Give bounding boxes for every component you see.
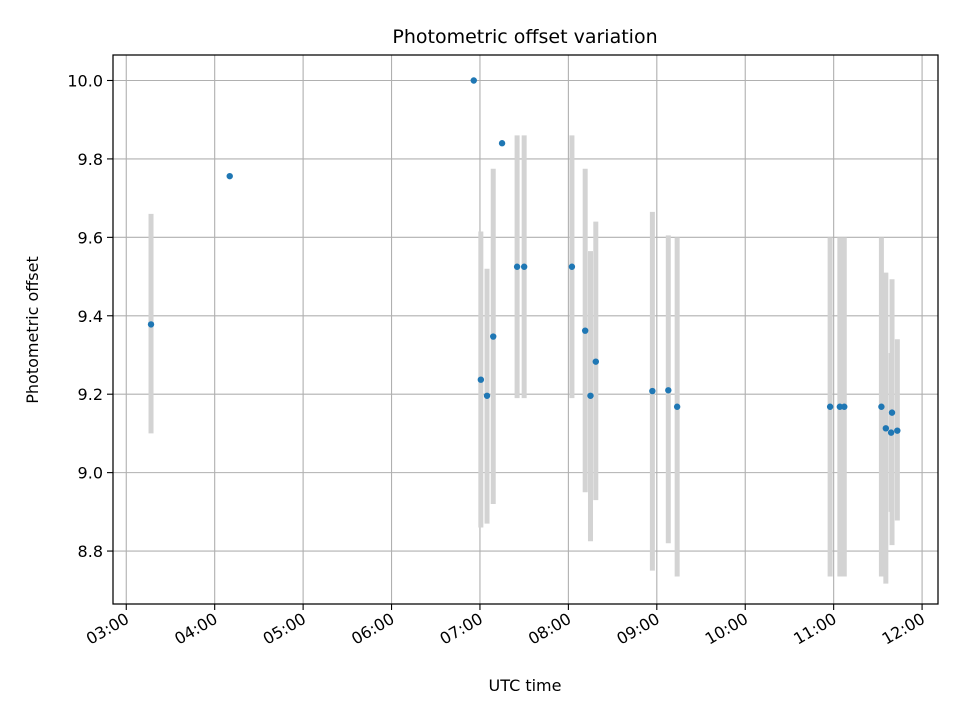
data-points — [147, 77, 901, 436]
data-point — [568, 263, 576, 270]
data-point — [581, 327, 589, 334]
data-point — [513, 263, 521, 270]
data-point — [882, 425, 890, 432]
data-point — [649, 387, 656, 395]
data-point — [888, 409, 896, 416]
data-point — [836, 403, 844, 410]
y-axis-ticks: 8.8 9.0 9.2 9.4 9.6 9.8 10.0 — [67, 71, 113, 561]
data-point — [878, 403, 885, 410]
data-point — [490, 333, 497, 340]
data-point — [587, 392, 594, 399]
y-tick-label: 8.8 — [78, 542, 103, 561]
data-point — [498, 140, 506, 147]
y-tick-label: 9.8 — [78, 150, 103, 169]
data-point — [841, 403, 848, 410]
y-tick-label: 9.6 — [78, 228, 103, 247]
y-tick-label: 9.0 — [78, 464, 103, 483]
data-point — [483, 392, 491, 399]
data-point — [665, 387, 672, 394]
y-tick-label: 9.2 — [78, 385, 103, 404]
data-point — [826, 403, 834, 410]
y-axis-label: Photometric offset — [23, 256, 42, 404]
plot-frame — [112, 54, 939, 605]
data-point — [226, 172, 233, 180]
data-point — [477, 376, 485, 383]
data-point — [673, 403, 681, 410]
x-axis-label: UTC time — [489, 676, 562, 695]
y-tick-label: 10.0 — [67, 71, 103, 90]
data-point — [147, 321, 155, 328]
y-tick-label: 9.4 — [78, 307, 103, 326]
data-point — [470, 77, 477, 84]
chart-title: Photometric offset variation — [392, 26, 657, 48]
data-point — [894, 427, 901, 434]
data-point — [520, 263, 528, 270]
data-point — [887, 429, 895, 436]
data-point — [592, 358, 599, 365]
